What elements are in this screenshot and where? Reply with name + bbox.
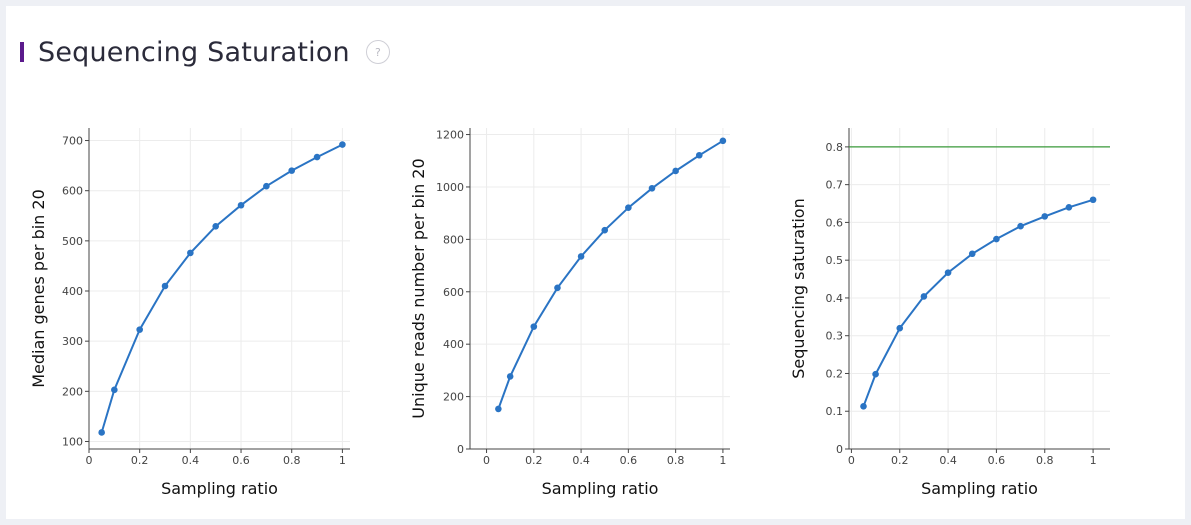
data-point [872,370,879,378]
x-tick-label: 1 [719,454,726,467]
question-circle-icon[interactable]: ? [365,40,390,64]
y-tick-label: 600 [62,185,83,198]
data-point [136,326,143,333]
data-point [1017,222,1024,230]
help-glyph: ? [374,45,381,59]
x-tick-label: 0.6 [232,454,250,467]
data-point [993,235,1000,243]
data-point [554,284,561,292]
y-tick-label: 0 [836,443,843,456]
plot-unique-reads: 0 200 400 600 800 1000 1200 0 0.2 0.4 0.6 0.8 1 Sampl… [409,128,730,498]
y-tick-label: 500 [62,235,83,248]
y-tick-label: 0 [457,443,464,456]
data-point [263,182,270,190]
data-point [944,269,952,276]
x-tick-label: 0.2 [891,454,909,467]
data-point [98,429,105,436]
x-axis-title: Sampling ratio [542,479,659,498]
x-axis-title: Sampling ratio [921,479,1038,498]
x-tick-label: 0.4 [572,454,590,467]
data-point [495,405,502,413]
data-point [1065,204,1073,211]
x-axis-title: Sampling ratio [161,479,278,498]
y-axis-title: Unique reads number per bin 20 [409,158,428,418]
plot-median-genes: 100 200 300 400 500 600 700 0 0.2 0.4 0.6 0.8 1 Sampl… [29,128,350,498]
data-point [111,386,118,394]
y-tick-label: 0.8 [826,141,844,154]
y-tick-label: 0.5 [826,254,844,267]
section-header: Sequencing Saturation ? [20,34,390,70]
data-point [237,201,245,209]
data-point [288,167,296,174]
data-point [920,293,928,300]
x-tick-label: 0.4 [939,454,957,467]
x-tick-label: 0 [848,454,855,467]
data-point [1089,196,1097,204]
plot-sequencing-saturation: 0 0.1 0.2 0.3 0.4 0.5 0.6 0.7 0.8 0 0.2 0.4 0.6 0.8 1 S… [789,128,1110,498]
series-line [862,198,1094,407]
x-tick-label: 0 [86,454,93,467]
data-point [187,249,194,257]
y-tick-label: 700 [62,135,83,148]
data-point [530,323,538,330]
x-tick-label: 0.2 [525,454,543,467]
y-tick-label: 600 [443,286,464,299]
data-point [212,223,219,230]
data-point [506,373,514,380]
x-tick-label: 0 [483,454,490,467]
y-axis-title: Sequencing saturation [789,198,808,379]
data-point [672,167,679,175]
y-tick-label: 0.3 [826,330,844,343]
data-point [577,253,585,260]
data-point [313,153,321,161]
data-point [339,141,346,148]
y-tick-label: 300 [62,335,83,348]
x-tick-label: 0.8 [1036,454,1054,467]
x-tick-label: 0.6 [988,454,1006,467]
series-line [497,139,724,410]
data-point [161,282,169,290]
y-tick-label: 0.4 [826,292,844,305]
y-tick-label: 200 [443,391,464,404]
y-tick-label: 400 [62,285,83,298]
title-accent-bar [20,42,24,62]
x-tick-label: 0.6 [620,454,638,467]
y-tick-label: 0.7 [826,179,844,192]
data-point [896,324,904,332]
data-point [625,204,632,211]
y-tick-label: 100 [62,435,83,448]
data-point [968,250,976,258]
data-point [601,226,609,234]
x-tick-label: 1 [339,454,346,467]
y-tick-label: 400 [443,338,464,351]
x-tick-label: 0.2 [131,454,149,467]
x-tick-label: 1 [1090,454,1097,467]
y-tick-label: 800 [443,233,464,246]
y-tick-label: 0.6 [826,216,844,229]
series-line [100,143,343,433]
y-tick-label: 0.1 [826,405,844,418]
page-title: Sequencing Saturation [38,36,350,68]
data-point [1041,213,1049,220]
sequencing-saturation-panel [6,6,1185,519]
x-tick-label: 0.8 [667,454,685,467]
y-tick-label: 1000 [436,181,464,194]
data-point [695,151,703,159]
data-point [719,137,727,145]
data-point [860,403,867,410]
x-tick-label: 0.4 [182,454,200,467]
data-point [648,184,656,192]
y-tick-label: 1200 [436,129,464,142]
y-tick-label: 0.2 [826,367,844,380]
y-axis-title: Median genes per bin 20 [29,189,48,388]
x-tick-label: 0.8 [283,454,301,467]
y-tick-label: 200 [62,385,83,398]
